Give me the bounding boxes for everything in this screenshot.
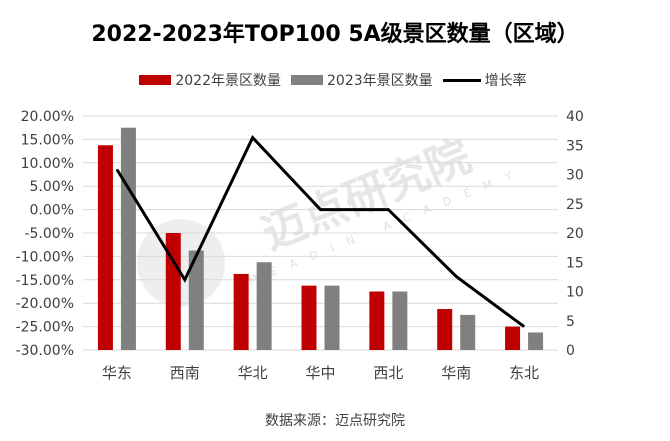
right-tick-label: 0 [566,343,575,359]
legend-item-2022: 2022年景区数量 [139,70,281,90]
left-tick-label: 15.00% [21,132,74,148]
bar-2022 [301,285,317,350]
legend-label-growth: 增长率 [484,73,527,89]
bar-2023 [528,332,544,350]
growth-rate-point [523,326,525,328]
category-label: 华北 [238,364,268,382]
legend-label-2022: 2022年景区数量 [175,73,281,89]
right-tick-label: 20 [566,226,584,242]
category-label: 华南 [441,364,471,382]
bar-2022 [233,273,249,350]
left-tick-label: -30.00% [16,343,74,359]
left-tick-label: 10.00% [21,156,74,172]
category-label: 华中 [305,364,335,382]
legend: 2022年景区数量 2023年景区数量 增长率 [0,70,670,90]
growth-rate-point [252,137,254,139]
left-tick-label: -5.00% [24,226,74,242]
legend-label-2023: 2023年景区数量 [327,73,433,89]
right-tick-label: 25 [566,197,584,213]
left-tick-label: -10.00% [16,249,74,265]
category-label: 华东 [102,364,132,382]
right-tick-label: 5 [566,314,575,330]
bar-2023 [188,250,204,350]
bar-2022 [97,145,113,350]
category-label: 西北 [373,364,403,382]
left-tick-label: 5.00% [30,179,74,195]
bar-2023 [120,127,136,350]
bar-2023 [324,285,340,350]
left-tick-label: 0.00% [30,203,74,219]
bar-2023 [460,314,476,350]
legend-swatch-2023 [291,75,323,85]
growth-rate-point [184,279,186,281]
bar-2022 [165,233,181,350]
legend-item-2023: 2023年景区数量 [291,70,433,90]
bar-2022 [437,309,453,350]
chart-title: 2022-2023年TOP100 5A级景区数量（区域） [91,22,579,47]
left-tick-label: -15.00% [16,273,74,289]
right-tick-label: 35 [566,138,584,154]
right-tick-label: 30 [566,168,584,184]
right-tick-label: 40 [566,109,584,125]
watermark-logo [137,219,225,307]
category-label: 东北 [509,364,539,382]
left-tick-label: 20.00% [21,109,74,125]
growth-rate-point [387,209,389,211]
bar-2023 [256,262,272,350]
legend-item-growth: 增长率 [442,70,527,90]
legend-line-growth [442,78,481,82]
source-note: 数据来源：迈点研究院 [265,413,405,429]
legend-swatch-2022 [139,75,172,85]
left-tick-label: -20.00% [16,296,74,312]
growth-rate-point [455,275,457,277]
bar-2022 [369,291,385,350]
bar-2023 [392,291,408,350]
right-tick-label: 10 [566,285,584,301]
bar-2022 [505,326,521,350]
left-tick-label: -25.00% [16,320,74,336]
category-label: 西南 [170,364,200,382]
growth-rate-point [116,168,118,170]
growth-rate-point [320,209,321,211]
right-tick-label: 15 [566,255,584,271]
